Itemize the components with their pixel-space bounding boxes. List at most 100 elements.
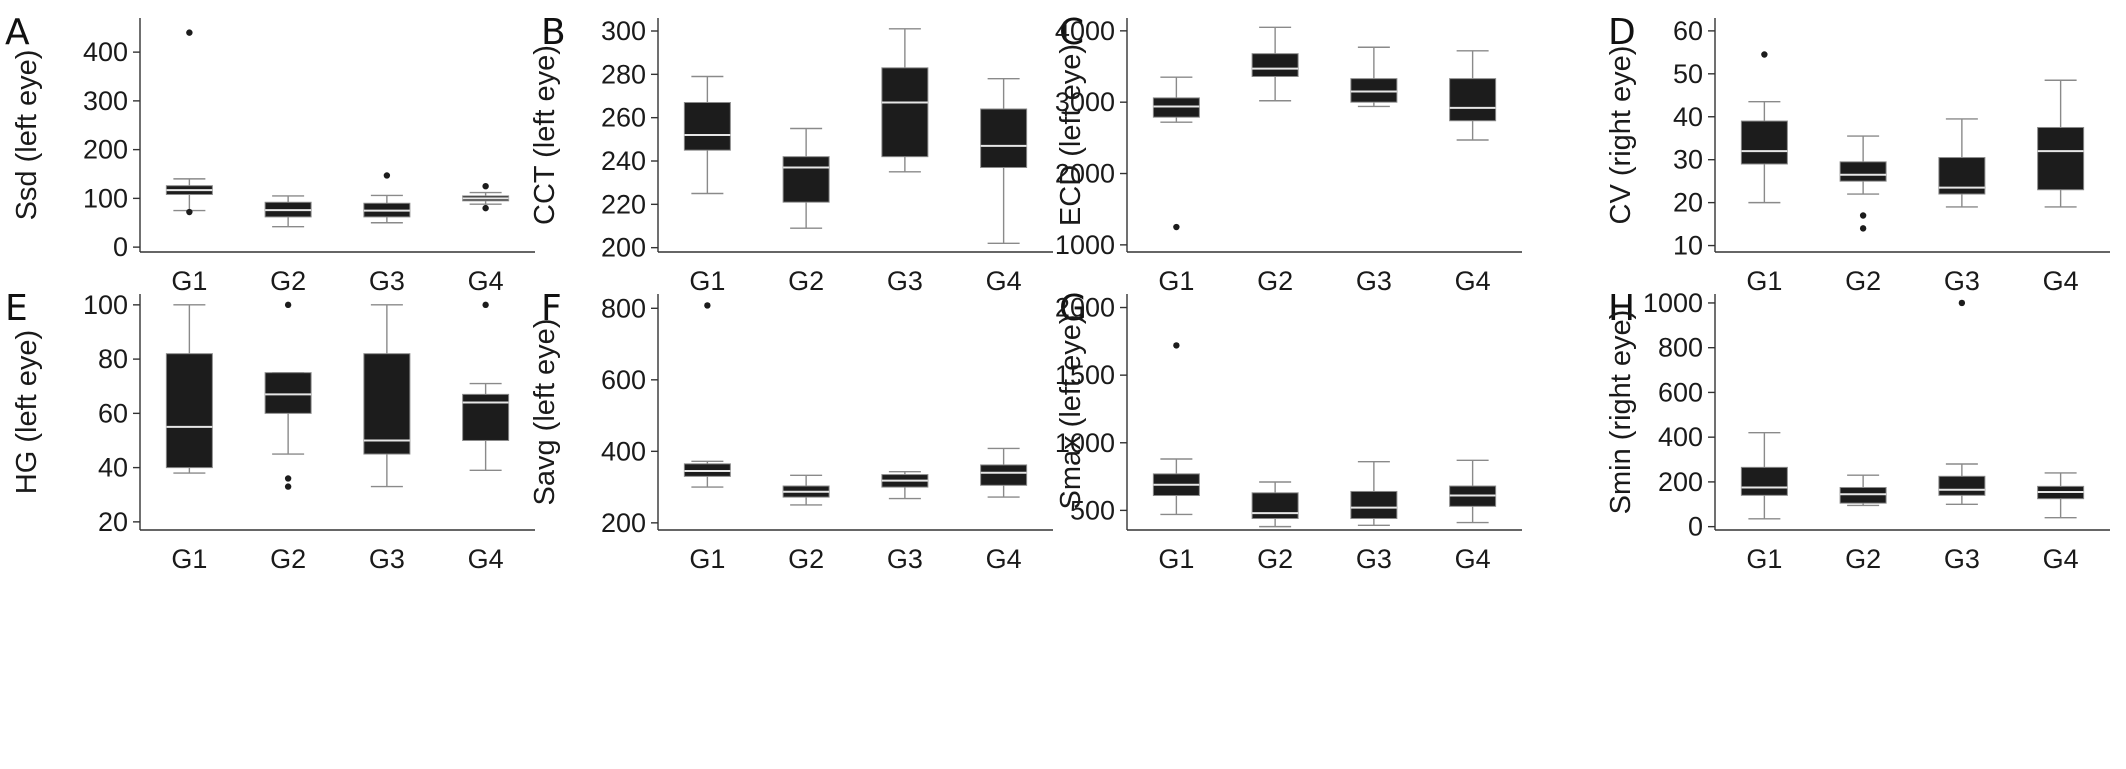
box-g-g1: [1152, 342, 1200, 516]
outlier-point: [704, 302, 711, 309]
box-c-g4: [1449, 50, 1497, 141]
y-tick-label: 30: [1673, 145, 1703, 175]
y-axis-label-g: Smax (left eye): [1055, 315, 1087, 510]
box-f-g2: [782, 474, 830, 506]
y-tick-label: 600: [601, 365, 646, 395]
y-tick-label: 200: [1658, 467, 1703, 497]
iqr-box: [1740, 120, 1788, 165]
y-tick-label: 0: [1688, 512, 1703, 542]
outlier-point: [1859, 212, 1867, 219]
y-tick-label: 1000: [1055, 428, 1115, 458]
x-tick-label: G3: [1944, 266, 1980, 296]
box-g-g4: [1449, 459, 1497, 524]
y-tick-label: 280: [601, 59, 646, 89]
iqr-box: [363, 353, 411, 455]
x-tick-label: G1: [171, 544, 207, 574]
y-tick-label: 4000: [1055, 16, 1115, 46]
box-a-g4: [462, 182, 510, 212]
x-tick-label: G2: [1845, 266, 1881, 296]
y-tick-label: 600: [1658, 377, 1703, 407]
x-tick-label: G1: [1158, 266, 1194, 296]
y-tick-label: 0: [113, 232, 128, 262]
y-tick-label: 50: [1673, 59, 1703, 89]
box-b-g4: [980, 77, 1028, 245]
iqr-box: [462, 393, 510, 441]
box-c-g2: [1251, 26, 1299, 102]
iqr-box: [1449, 78, 1497, 122]
y-tick-label: 300: [601, 16, 646, 46]
y-tick-label: 10: [1673, 231, 1703, 261]
y-tick-label: 60: [1673, 16, 1703, 46]
box-e-g1: [165, 304, 213, 474]
y-tick-label: 2000: [1055, 293, 1115, 323]
box-e-g4: [462, 301, 510, 472]
y-tick-label: 1500: [1055, 360, 1115, 390]
y-tick-label: 60: [98, 398, 128, 428]
y-tick-label: 200: [601, 508, 646, 538]
box-g-g3: [1350, 461, 1398, 526]
x-tick-label: G2: [1257, 266, 1293, 296]
x-tick-label: G3: [887, 266, 923, 296]
box-e-g2: [264, 301, 312, 490]
outlier-point: [1859, 225, 1867, 232]
iqr-box: [683, 102, 731, 151]
y-tick-label: 800: [601, 293, 646, 323]
iqr-box: [1839, 161, 1887, 182]
outlier-point: [482, 204, 489, 212]
box-h-g4: [2037, 472, 2085, 519]
box-d-g2: [1839, 135, 1887, 232]
iqr-box: [1152, 97, 1200, 118]
y-tick-label: 1000: [1055, 230, 1115, 260]
outlier-point: [1958, 299, 1966, 307]
x-tick-label: G4: [1455, 266, 1491, 296]
y-tick-label: 100: [83, 290, 128, 320]
iqr-box: [1251, 492, 1299, 520]
x-tick-label: G1: [171, 266, 207, 296]
y-tick-label: 3000: [1055, 87, 1115, 117]
x-tick-label: G4: [1455, 544, 1491, 574]
iqr-box: [1350, 490, 1398, 520]
y-axis-label-d: CV (right eye): [1605, 46, 1637, 225]
y-axis-label-c: ECD (left eye): [1055, 44, 1087, 226]
iqr-box: [1350, 78, 1398, 103]
y-tick-label: 40: [98, 453, 128, 483]
iqr-box: [2037, 126, 2085, 191]
x-tick-label: G3: [887, 544, 923, 574]
y-axis-label-f: Savg (left eye): [529, 319, 561, 506]
x-tick-label: G4: [986, 544, 1022, 574]
y-tick-label: 200: [83, 135, 128, 165]
box-h-g3: [1938, 299, 1986, 505]
y-tick-label: 200: [601, 233, 646, 263]
box-f-g4: [980, 447, 1028, 498]
iqr-box: [1251, 53, 1299, 77]
iqr-box: [165, 353, 213, 469]
panel-label-b: B: [541, 12, 566, 53]
box-e-g3: [363, 304, 411, 488]
x-tick-label: G4: [2043, 544, 2079, 574]
box-d-g3: [1938, 118, 1986, 208]
x-tick-label: G4: [468, 266, 504, 296]
outlier-point: [383, 172, 391, 179]
y-tick-label: 260: [601, 103, 646, 133]
x-tick-label: G2: [788, 544, 824, 574]
x-tick-label: G4: [468, 544, 504, 574]
y-axis-label-a: Ssd (left eye): [11, 50, 43, 221]
y-tick-label: 40: [1673, 102, 1703, 132]
outlier-point: [1173, 342, 1180, 349]
x-tick-label: G3: [369, 544, 405, 574]
x-tick-label: G1: [1158, 544, 1194, 574]
x-tick-label: G3: [1944, 544, 1980, 574]
box-b-g3: [881, 28, 929, 173]
box-d-g4: [2037, 79, 2085, 208]
panel-e: EHG (left eye) 20 40 60 80 100 G1 G2 G3 G4: [5, 288, 535, 574]
panel-label-f: F: [541, 288, 562, 329]
iqr-box: [1839, 486, 1887, 504]
box-a-g3: [363, 172, 411, 224]
y-tick-label: 20: [1673, 188, 1703, 218]
panel-label-a: A: [5, 12, 30, 53]
y-axis-label-h: Smin (right eye): [1605, 310, 1637, 515]
box-f-g3: [881, 471, 929, 500]
